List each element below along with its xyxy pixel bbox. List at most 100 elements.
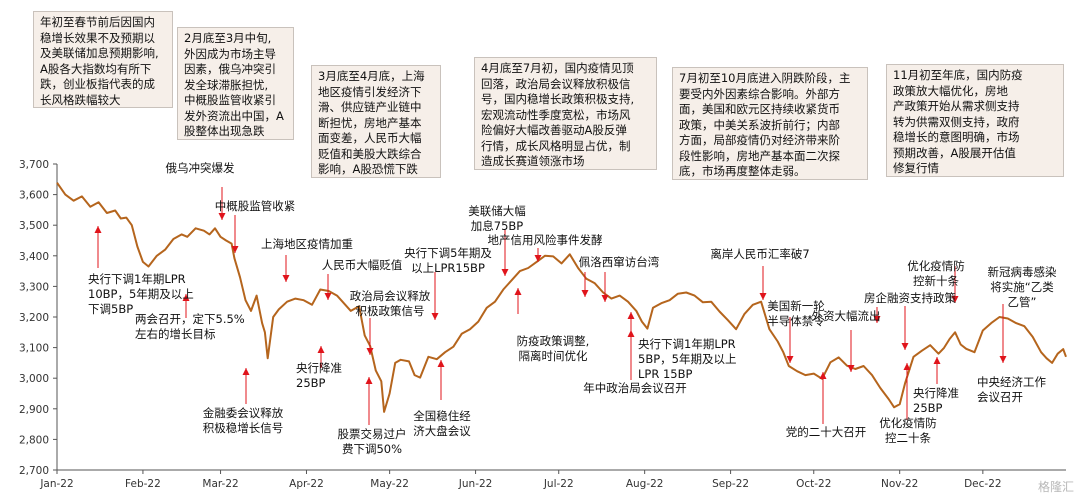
event-label-line: 左右的增长目标 <box>135 327 216 341</box>
event-label-line: 25BP <box>913 401 943 415</box>
event-label-line: 中央经济工作 <box>977 375 1046 389</box>
x-tick-label: Mar-22 <box>202 478 238 490</box>
event-label-line: 央行下调1年期LPR <box>88 272 186 286</box>
event-label: 防疫政策调整,隔离时间优化 <box>517 334 590 363</box>
event-label: 地产信用风险事件发酵 <box>488 233 603 247</box>
event-label-line: 外资大幅流出 <box>812 309 881 323</box>
event-label-line: 10BP，5年期及以上 <box>88 287 194 301</box>
period-note-1: 年初至春节前后因国内 稳增长效果不及预期以 及美联储加息预期影响, A股各大指数… <box>33 11 173 108</box>
x-tick-label: Jun-22 <box>458 478 493 490</box>
event-label-line: 会议召开 <box>977 390 1023 404</box>
event-label: 人民币大幅贬值 <box>322 258 403 272</box>
event-arrow <box>847 330 855 372</box>
event-label-line: 中概股监管收紧 <box>215 199 296 213</box>
event-arrow <box>819 372 827 424</box>
event-label-line: 离岸人民币汇率破7 <box>710 247 809 261</box>
x-tick-label: Aug-22 <box>626 478 664 490</box>
event-arrow <box>501 230 509 276</box>
event-label: 年中政治局会议召开 <box>583 381 687 395</box>
event-label-line: 两会召开，定下5.5% <box>135 312 245 326</box>
event-label-line: 25BP <box>296 376 326 390</box>
event-arrow <box>437 360 445 400</box>
event-label-line: 房企融资支持政策 <box>864 291 956 305</box>
event-arrow <box>94 226 102 268</box>
period-note-3: 3月底至4月底，上海 地区疫情引发经济下 滑、供应链产业链中 断担忧，房地产基本… <box>311 65 441 178</box>
event-label-line: 央行下调5年期及 <box>404 246 492 260</box>
event-label-line: 地产信用风险事件发酵 <box>488 233 603 247</box>
event-labels: 俄乌冲突爆发中概股监管收紧上海地区疫情加重人民币大幅贬值政治局会议释放积极政策信… <box>88 161 1057 456</box>
y-tick-label: 3,700 <box>19 159 49 171</box>
y-tick-label: 2,700 <box>19 465 49 477</box>
event-label-line: 金融委会议释放 <box>203 406 284 420</box>
event-arrow <box>317 346 325 368</box>
event-label: 中概股监管收紧 <box>215 199 296 213</box>
x-tick-label: Jul-22 <box>543 478 574 490</box>
y-tick-label: 2,800 <box>19 434 49 446</box>
index-series-line <box>56 182 1067 413</box>
x-tick-label: May-22 <box>370 478 409 490</box>
event-label-line: 党的二十大召开 <box>786 425 867 439</box>
event-label-line: 央行降准 <box>913 386 959 400</box>
event-arrow <box>759 266 767 300</box>
event-label: 上海地区疫情加重 <box>261 237 353 251</box>
event-label-line: 半导体禁令 <box>767 314 825 328</box>
event-arrow <box>786 317 794 363</box>
event-label-line: 年中政治局会议召开 <box>583 381 687 395</box>
event-arrow <box>231 215 239 253</box>
event-arrow <box>951 266 959 303</box>
event-arrow <box>218 187 226 220</box>
event-arrow <box>431 272 439 320</box>
y-tick-label: 3,400 <box>19 251 49 263</box>
event-arrow <box>627 312 635 332</box>
x-tick-label: Oct-22 <box>796 478 831 490</box>
event-label-line: 费下调50% <box>342 442 402 456</box>
event-label-line: 美联储大幅 <box>468 204 526 218</box>
event-arrows <box>94 187 1007 425</box>
event-arrow <box>627 330 635 380</box>
x-tick-label: Nov-22 <box>881 478 918 490</box>
event-label-line: 央行降准 <box>296 361 342 375</box>
event-label: 房企融资支持政策 <box>864 291 956 305</box>
event-label-line: 全国稳住经 <box>413 409 471 423</box>
event-arrow <box>534 248 542 262</box>
event-arrow <box>514 288 522 314</box>
event-arrow <box>324 274 332 300</box>
event-label-line: LPR 15BP <box>638 367 693 381</box>
event-label: 两会召开，定下5.5%左右的增长目标 <box>135 312 245 341</box>
event-label-line: 下调5BP <box>88 302 133 316</box>
event-arrow <box>366 318 374 355</box>
event-label: 党的二十大召开 <box>786 425 867 439</box>
event-label-line: 控新十条 <box>913 274 959 288</box>
event-label-line: 优化疫情防 <box>907 259 965 273</box>
event-arrow <box>182 294 190 318</box>
x-tick-label: Apr-22 <box>289 478 324 490</box>
x-tick-label: Feb-22 <box>125 478 161 490</box>
watermark-logo: 格隆汇 <box>1037 480 1074 494</box>
event-label-line: 将实施“乙类 <box>990 280 1054 294</box>
event-label-line: 优化疫情防 <box>879 416 937 430</box>
x-tick-label: Dec-22 <box>964 478 1001 490</box>
y-tick-label: 3,500 <box>19 220 49 232</box>
y-tick-label: 3,000 <box>19 373 49 385</box>
event-label-line: 政治局会议释放 <box>350 289 431 303</box>
event-label-line: 控二十条 <box>885 431 931 445</box>
event-arrow <box>933 357 941 384</box>
event-arrow <box>601 272 609 302</box>
event-label-line: 5BP，5年期及以上 <box>638 352 736 366</box>
event-label-line: 隔离时间优化 <box>519 349 588 363</box>
chart-series <box>56 182 1067 413</box>
y-tick-label: 3,600 <box>19 190 49 202</box>
period-note-2: 2月底至3月中旬, 外因成为市场主导 因素，俄乌冲突引 发全球滞胀担忧, 中概股… <box>177 27 294 140</box>
event-label-line: 乙管” <box>1008 295 1037 309</box>
